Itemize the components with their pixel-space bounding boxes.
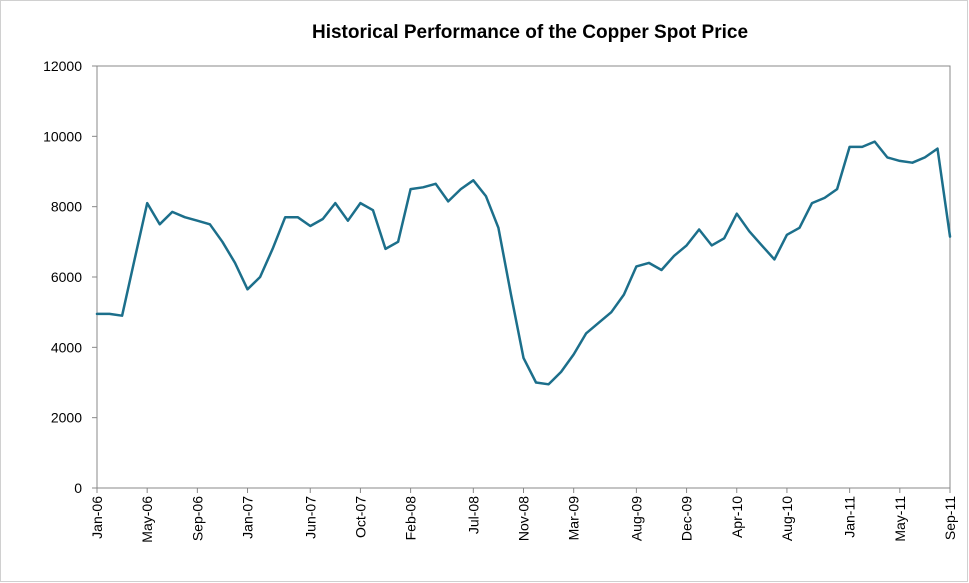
y-tick-label: 2000 (51, 410, 82, 426)
chart-title: Historical Performance of the Copper Spo… (312, 22, 748, 43)
y-tick-label: 8000 (51, 199, 82, 215)
x-tick-label: Jul-08 (465, 496, 481, 534)
x-tick-label: Jan-11 (842, 496, 858, 538)
y-tick-label: 6000 (51, 269, 82, 285)
x-tick-label: May-06 (139, 496, 155, 543)
x-tick-label: Mar-09 (566, 496, 582, 541)
x-tick-label: Sep-06 (189, 496, 205, 541)
y-tick-label: 12000 (43, 58, 82, 74)
x-tick-label: Jan-07 (240, 496, 256, 539)
x-tick-label: Aug-10 (779, 496, 795, 541)
x-tick-label: Oct-07 (352, 496, 368, 538)
y-tick-label: 4000 (51, 339, 82, 355)
x-tick-label: Aug-09 (628, 496, 644, 541)
x-tick-label: May-11 (892, 496, 908, 542)
x-tick-label: Feb-08 (403, 496, 419, 541)
y-tick-label: 0 (74, 480, 82, 496)
line (95, 140, 952, 386)
x-tick-label: Jan-06 (89, 496, 105, 539)
x-tick-label: Jun-07 (302, 496, 318, 539)
x-tick-label: Nov-08 (516, 496, 532, 541)
y-tick-label: 10000 (43, 128, 82, 144)
x-tick-label: Dec-09 (679, 496, 695, 541)
x-tick-label: Sep-11 (942, 496, 958, 540)
x-tick-label: Apr-10 (729, 496, 745, 538)
